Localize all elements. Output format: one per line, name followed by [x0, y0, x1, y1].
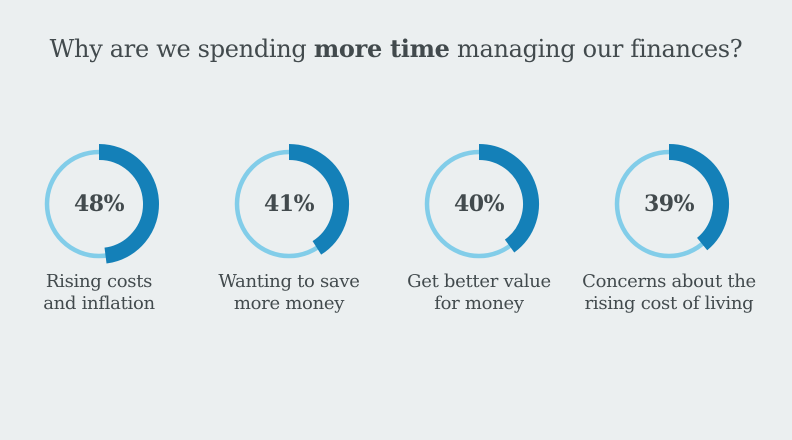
donut-percentage-value: 39%	[643, 191, 695, 217]
donut-value-arc	[288, 144, 349, 255]
donut-value-arc	[478, 144, 539, 253]
donut-ring: 41%	[228, 143, 350, 265]
donut-value-arc	[668, 144, 729, 251]
donut-chart-row: 48% Rising costs and inflation 41% Wantin…	[4, 143, 764, 315]
donut-chart-item: 48% Rising costs and inflation	[4, 143, 194, 315]
donut-label: Get better value for money	[407, 271, 551, 314]
donut-chart-item: 39% Concerns about the rising cost of liv…	[574, 143, 764, 315]
donut-label: Rising costs and inflation	[43, 271, 155, 314]
donut-chart-item: 41% Wanting to save more money	[194, 143, 384, 315]
title-suffix: managing our finances?	[449, 35, 743, 63]
donut-ring-svg	[614, 144, 729, 259]
donut-value-arc	[98, 144, 159, 264]
donut-ring: 48%	[38, 143, 160, 265]
donut-ring-svg	[44, 144, 159, 264]
donut-percentage-value: 41%	[263, 191, 315, 217]
donut-ring: 40%	[418, 143, 540, 265]
title-prefix: Why are we spending	[49, 35, 314, 63]
donut-percentage-value: 40%	[453, 191, 505, 217]
donut-percentage-value: 48%	[73, 191, 125, 217]
donut-ring: 39%	[608, 143, 730, 265]
donut-chart-item: 40% Get better value for money	[384, 143, 574, 315]
donut-ring-svg	[234, 144, 349, 259]
donut-label: Wanting to save more money	[218, 271, 360, 314]
donut-ring-svg	[424, 144, 539, 259]
title-highlight: more time	[313, 34, 450, 63]
page-title: Why are we spending more time managing o…	[0, 34, 792, 63]
donut-label: Concerns about the rising cost of living	[582, 271, 756, 314]
